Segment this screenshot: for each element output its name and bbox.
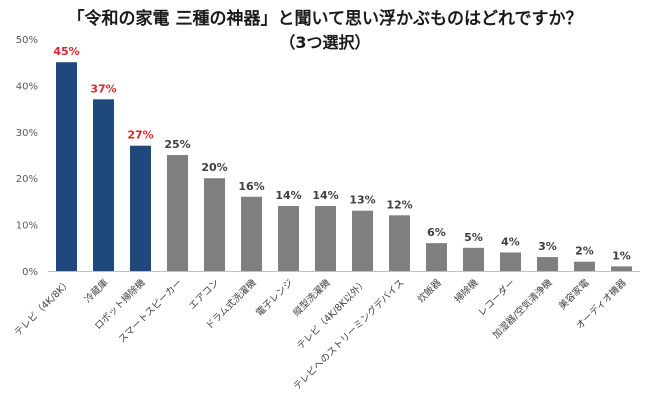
bar bbox=[204, 178, 225, 271]
bar bbox=[537, 257, 558, 271]
bar bbox=[93, 99, 114, 271]
y-tick-label: 0% bbox=[22, 267, 38, 278]
bar bbox=[426, 243, 447, 271]
category-label: エアコン bbox=[187, 277, 222, 312]
bar bbox=[611, 266, 632, 271]
bar-value-label: 12% bbox=[386, 198, 412, 211]
y-tick-label: 20% bbox=[16, 174, 38, 185]
bar bbox=[463, 247, 484, 271]
bar bbox=[574, 261, 595, 271]
bar-value-label: 5% bbox=[464, 231, 483, 244]
bar-value-label: 2% bbox=[575, 245, 594, 258]
bar-value-label: 6% bbox=[427, 226, 446, 239]
bar bbox=[352, 210, 373, 271]
bar-value-label: 37% bbox=[90, 82, 116, 95]
category-label: テレビ（4K/8K以外） bbox=[294, 277, 369, 352]
bar-value-label: 16% bbox=[238, 180, 264, 193]
category-label: 美容家電 bbox=[556, 276, 592, 312]
bar-value-label: 13% bbox=[349, 194, 375, 207]
category-label: 冷蔵庫 bbox=[82, 276, 111, 305]
y-tick-label: 30% bbox=[16, 128, 38, 139]
bar-value-label: 27% bbox=[127, 129, 153, 142]
bar bbox=[278, 206, 299, 271]
category-label: 炊飯器 bbox=[415, 276, 444, 305]
category-label: スマートスピーカー bbox=[117, 277, 185, 345]
bar-value-label: 4% bbox=[501, 235, 520, 248]
y-tick-label: 50% bbox=[16, 35, 38, 46]
bar bbox=[167, 155, 188, 271]
category-label: 掃除機 bbox=[452, 276, 481, 305]
bar-value-label: 14% bbox=[312, 189, 338, 202]
chart-subtitle: （3つ選択） bbox=[279, 33, 370, 52]
y-tick-label: 10% bbox=[16, 221, 38, 232]
category-label: テレビ（4K/8K） bbox=[12, 277, 74, 339]
bar-value-label: 20% bbox=[201, 161, 227, 174]
bar bbox=[130, 145, 151, 271]
bar-value-label: 1% bbox=[612, 249, 631, 262]
bar bbox=[241, 196, 262, 271]
bar bbox=[500, 252, 521, 271]
bar bbox=[56, 62, 77, 272]
bar-value-label: 45% bbox=[53, 45, 79, 58]
bar-value-label: 25% bbox=[164, 138, 190, 151]
category-label: 電子レンジ bbox=[254, 277, 295, 318]
bar bbox=[389, 215, 410, 271]
y-tick-label: 40% bbox=[16, 81, 38, 92]
bar-value-label: 3% bbox=[538, 240, 557, 253]
chart-title: 「令和の家電 三種の神器」と聞いて思い浮かぶものはどれですか？ bbox=[68, 8, 583, 29]
bar-value-label: 14% bbox=[275, 189, 301, 202]
bar bbox=[315, 206, 336, 271]
